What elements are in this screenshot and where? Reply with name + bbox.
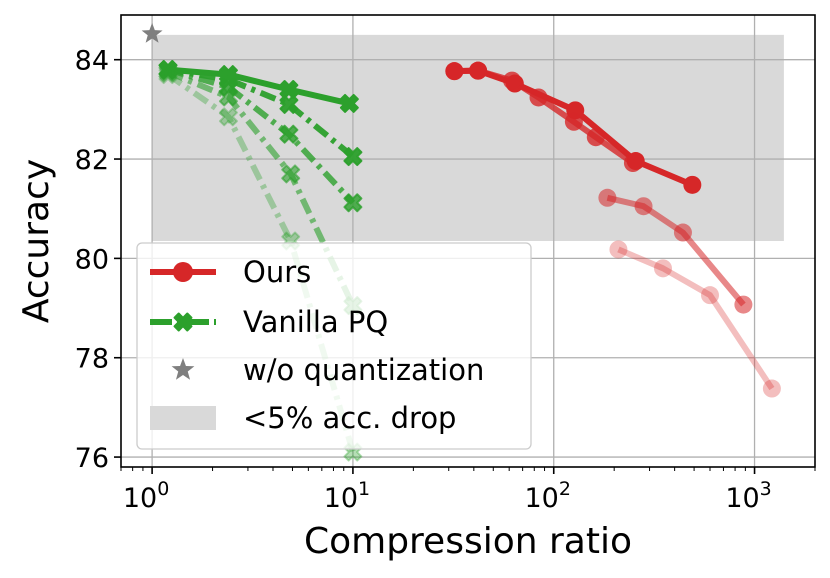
data-point xyxy=(218,87,238,107)
data-point xyxy=(281,164,301,184)
series-line xyxy=(166,69,356,307)
legend-marker-star xyxy=(171,358,195,380)
data-point xyxy=(683,175,702,194)
y-tick-label: 84 xyxy=(75,46,109,77)
legend-label: w/o quantization xyxy=(243,353,484,387)
data-point xyxy=(623,154,642,173)
y-tick-label: 76 xyxy=(75,443,109,474)
acc-drop-region xyxy=(152,34,784,241)
x-tick-label: 103 xyxy=(725,478,771,514)
legend-label: Vanilla PQ xyxy=(243,305,388,339)
x-tick-base: 10 xyxy=(324,483,358,514)
legend-label: <5% acc. drop xyxy=(243,401,456,435)
reference-point-star xyxy=(141,22,163,43)
data-point xyxy=(343,147,363,167)
data-point xyxy=(469,61,488,80)
data-point xyxy=(279,124,299,144)
data-point xyxy=(634,197,653,216)
data-point xyxy=(339,93,359,113)
acc-drop-region-layer xyxy=(152,34,784,241)
series-ours-2 xyxy=(445,61,642,173)
data-point xyxy=(734,295,753,314)
data-point xyxy=(158,62,178,82)
legend: Ours Vanilla PQ w/o quantization <5% acc. d… xyxy=(136,242,532,450)
data-point xyxy=(564,112,583,131)
series-line xyxy=(606,194,746,307)
x-tick-exponent: 3 xyxy=(760,478,772,500)
legend-label: Ours xyxy=(243,255,311,289)
series-layer xyxy=(141,22,781,462)
x-tick-base: 10 xyxy=(123,483,157,514)
x-tick-exponent: 1 xyxy=(358,478,370,500)
series-line xyxy=(167,66,356,205)
data-point xyxy=(653,259,672,278)
x-tick-exponent: 2 xyxy=(559,478,571,500)
x-tick-base: 10 xyxy=(725,483,759,514)
plot-frame xyxy=(120,14,816,468)
series-ours-3 xyxy=(598,188,753,314)
data-point xyxy=(700,286,719,305)
y-tick-label: 82 xyxy=(75,145,109,176)
data-point xyxy=(158,65,178,85)
y-tick-label: 78 xyxy=(75,344,109,375)
data-point xyxy=(279,94,299,114)
data-point xyxy=(529,88,548,107)
data-point xyxy=(762,379,781,398)
series-ours-4 xyxy=(609,240,781,398)
data-point xyxy=(503,71,522,90)
x-tick-label: 100 xyxy=(123,478,169,514)
legend-entry-vanilla: Vanilla PQ xyxy=(150,305,388,339)
data-point xyxy=(343,193,363,213)
data-point xyxy=(586,128,605,147)
x-tick-base: 10 xyxy=(525,483,559,514)
data-point xyxy=(609,240,628,259)
y-tick-label: 80 xyxy=(75,244,109,275)
series-line xyxy=(167,66,355,159)
x-axis-label: Compression ratio xyxy=(304,521,632,562)
y-axis-label: Accuracy xyxy=(16,159,57,323)
legend-marker-ours xyxy=(173,262,193,282)
data-point xyxy=(218,107,238,127)
legend-marker-vanilla xyxy=(173,312,193,332)
legend-entry-region: <5% acc. drop xyxy=(150,401,456,435)
legend-box xyxy=(136,242,532,450)
legend-entry-star: w/o quantization xyxy=(171,353,484,387)
x-tick-exponent: 0 xyxy=(157,478,169,500)
legend-swatch-region xyxy=(150,406,216,430)
x-tick-label: 101 xyxy=(324,478,370,514)
x-tick-label: 102 xyxy=(525,478,571,514)
series-line xyxy=(617,246,775,391)
data-point xyxy=(445,62,464,81)
series-line xyxy=(167,66,351,107)
legend-entry-ours: Ours xyxy=(150,255,311,289)
data-point xyxy=(673,223,692,242)
data-point xyxy=(598,188,617,207)
